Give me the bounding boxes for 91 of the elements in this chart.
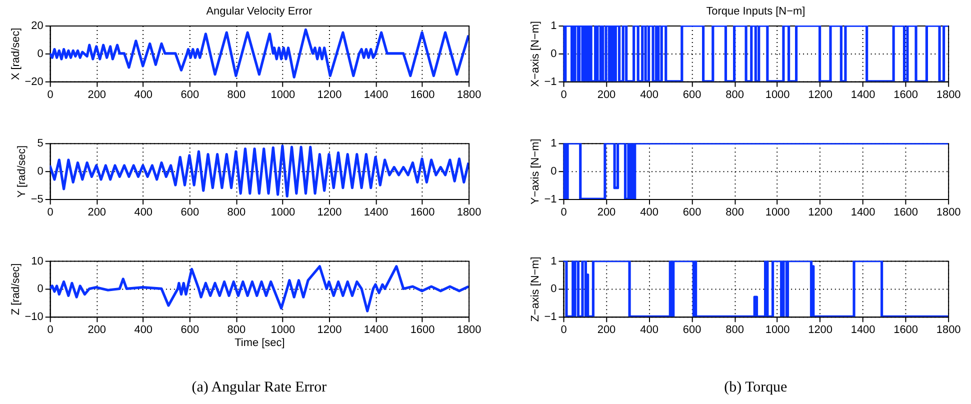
x-tick-label: 1400 — [850, 88, 876, 101]
x-tick-label: 800 — [726, 88, 744, 101]
x-tick-label: 1400 — [364, 206, 388, 218]
x-tick-label: 400 — [640, 206, 658, 218]
y-tick-label: −20 — [24, 76, 44, 88]
x-tick-label: 1800 — [936, 206, 961, 218]
x-tick-label: 0 — [560, 206, 567, 218]
x-tick-label: 200 — [597, 88, 616, 101]
x-tick-label: 1600 — [894, 88, 918, 101]
x-tick-label: 1600 — [894, 206, 918, 218]
x-axis-title: Time [sec] — [234, 337, 285, 350]
x-tick-label: 600 — [682, 206, 702, 218]
x-tick-label: 1000 — [270, 324, 296, 336]
y-tick-label: 20 — [31, 20, 44, 32]
y-tick-label: 5 — [37, 138, 44, 150]
y-axis-title: Y [rad/sec] — [16, 146, 28, 198]
y-tick-label: 0 — [550, 166, 557, 178]
x-tick-label: 400 — [134, 206, 153, 218]
text: (b) Torque — [724, 379, 788, 396]
x-tick-label: 1400 — [364, 324, 388, 336]
y-axis-title: Z [rad/sec] — [10, 263, 22, 316]
chart-title: Angular Velocity Error — [206, 6, 313, 18]
y-tick-label: −1 — [544, 193, 557, 206]
x-tick-label: 1600 — [894, 324, 918, 336]
x-tick-label: 0 — [47, 206, 54, 218]
x-tick-label: 1200 — [808, 206, 832, 218]
x-tick-label: 200 — [597, 324, 616, 336]
x-tick-label: 1200 — [317, 206, 342, 218]
x-tick-label: 1400 — [850, 206, 876, 218]
y-tick-label: 1 — [550, 138, 557, 150]
x-tick-label: 600 — [180, 88, 200, 101]
x-tick-label: 400 — [134, 324, 153, 336]
x-tick-label: 1200 — [317, 324, 342, 336]
y-tick-label: 0 — [37, 166, 44, 178]
x-tick-label: 1000 — [270, 88, 296, 101]
y-axis-title: Z−axis [N−m] — [529, 256, 542, 322]
x-tick-label: 0 — [560, 324, 567, 336]
x-tick-label: 600 — [180, 206, 200, 218]
x-tick-label: 200 — [88, 88, 106, 101]
x-tick-label: 1000 — [270, 206, 296, 218]
x-tick-label: 1400 — [850, 324, 876, 336]
x-tick-label: 0 — [47, 324, 54, 336]
y-tick-label: −5 — [30, 193, 44, 206]
x-tick-label: 1800 — [936, 88, 961, 101]
x-tick-label: 800 — [227, 88, 246, 101]
x-tick-label: 1000 — [765, 206, 790, 218]
x-tick-label: 800 — [227, 206, 246, 218]
x-tick-label: 0 — [47, 88, 54, 101]
x-tick-label: 1000 — [765, 88, 790, 101]
y-tick-label: 0 — [550, 283, 557, 296]
x-tick-label: 600 — [682, 324, 702, 336]
chart-title: Torque Inputs [N−m] — [706, 6, 806, 18]
x-tick-label: 1800 — [456, 324, 482, 336]
y-tick-label: 0 — [550, 48, 557, 60]
y-axis-title: X [rad/sec] — [10, 28, 22, 80]
x-tick-label: 1800 — [456, 206, 482, 218]
x-tick-label: 600 — [682, 88, 702, 101]
y-tick-label: 0 — [37, 48, 44, 60]
x-tick-label: 400 — [134, 88, 153, 101]
y-axis-title: Y−axis [N−m] — [529, 138, 542, 204]
text: (a) Angular Rate Error — [192, 379, 327, 396]
x-tick-label: 1200 — [808, 88, 832, 101]
x-tick-label: 1600 — [410, 88, 435, 101]
x-tick-label: 1600 — [410, 206, 435, 218]
x-tick-label: 1800 — [936, 324, 961, 336]
y-tick-label: −1 — [544, 76, 557, 88]
y-tick-label: −1 — [544, 311, 557, 324]
line-series — [50, 28, 469, 78]
x-tick-label: 800 — [227, 324, 246, 336]
x-tick-label: 400 — [640, 88, 658, 101]
y-tick-label: 10 — [31, 255, 44, 268]
x-tick-label: 1200 — [317, 88, 342, 101]
x-tick-label: 1200 — [808, 324, 832, 336]
y-tick-label: 1 — [550, 20, 557, 32]
x-tick-label: 800 — [726, 206, 744, 218]
x-tick-label: 200 — [597, 206, 616, 218]
y-tick-label: 0 — [37, 283, 44, 296]
x-tick-label: 1600 — [410, 324, 435, 336]
x-tick-label: 1000 — [765, 324, 790, 336]
x-tick-label: 200 — [88, 324, 106, 336]
y-tick-label: −10 — [24, 311, 44, 324]
x-tick-label: 0 — [560, 88, 567, 101]
y-tick-label: 1 — [550, 255, 557, 268]
x-tick-label: 1800 — [456, 88, 482, 101]
x-tick-label: 200 — [88, 206, 106, 218]
y-axis-title: X−axis [N−m] — [529, 21, 542, 87]
x-tick-label: 800 — [726, 324, 744, 336]
x-tick-label: 400 — [640, 324, 658, 336]
x-tick-label: 1400 — [364, 88, 388, 101]
line-series — [50, 265, 469, 312]
x-tick-label: 600 — [180, 324, 200, 336]
